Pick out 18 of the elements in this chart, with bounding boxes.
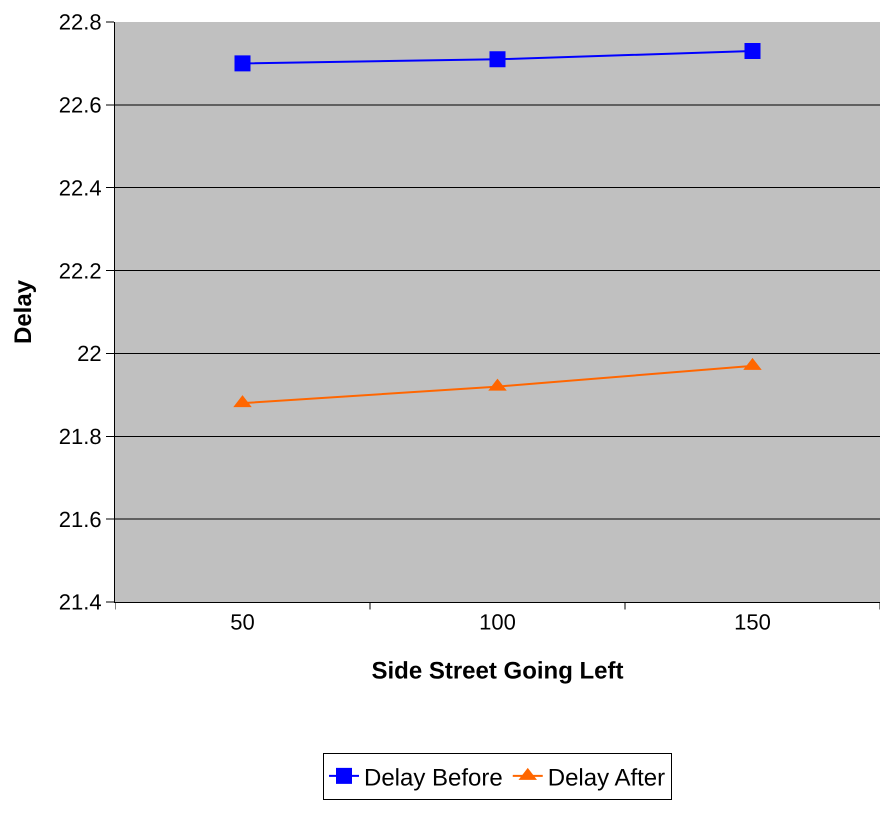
y-tick-label: 21.4	[58, 590, 102, 615]
y-tick-label: 22.6	[58, 92, 102, 118]
point	[744, 43, 760, 59]
y-tick-label: 22.4	[58, 175, 102, 200]
x-tick-label: 150	[734, 609, 771, 634]
legend-label: Delay Before	[364, 764, 503, 792]
y-axis-title: Delay	[10, 279, 37, 344]
point	[234, 55, 250, 72]
y-tick-label: 21.6	[58, 506, 102, 532]
x-tick-label: 50	[230, 609, 255, 634]
y-tick-label: 22	[77, 341, 102, 366]
x-tick-label: 100	[479, 609, 516, 634]
y-tick-label: 21.8	[58, 424, 102, 449]
point	[490, 51, 506, 68]
y-tick-label: 22.2	[58, 258, 102, 284]
x-axis-title: Side Street Going Left	[371, 658, 624, 685]
y-tick-label: 22.8	[58, 10, 102, 35]
legend-label: Delay After	[548, 764, 666, 792]
